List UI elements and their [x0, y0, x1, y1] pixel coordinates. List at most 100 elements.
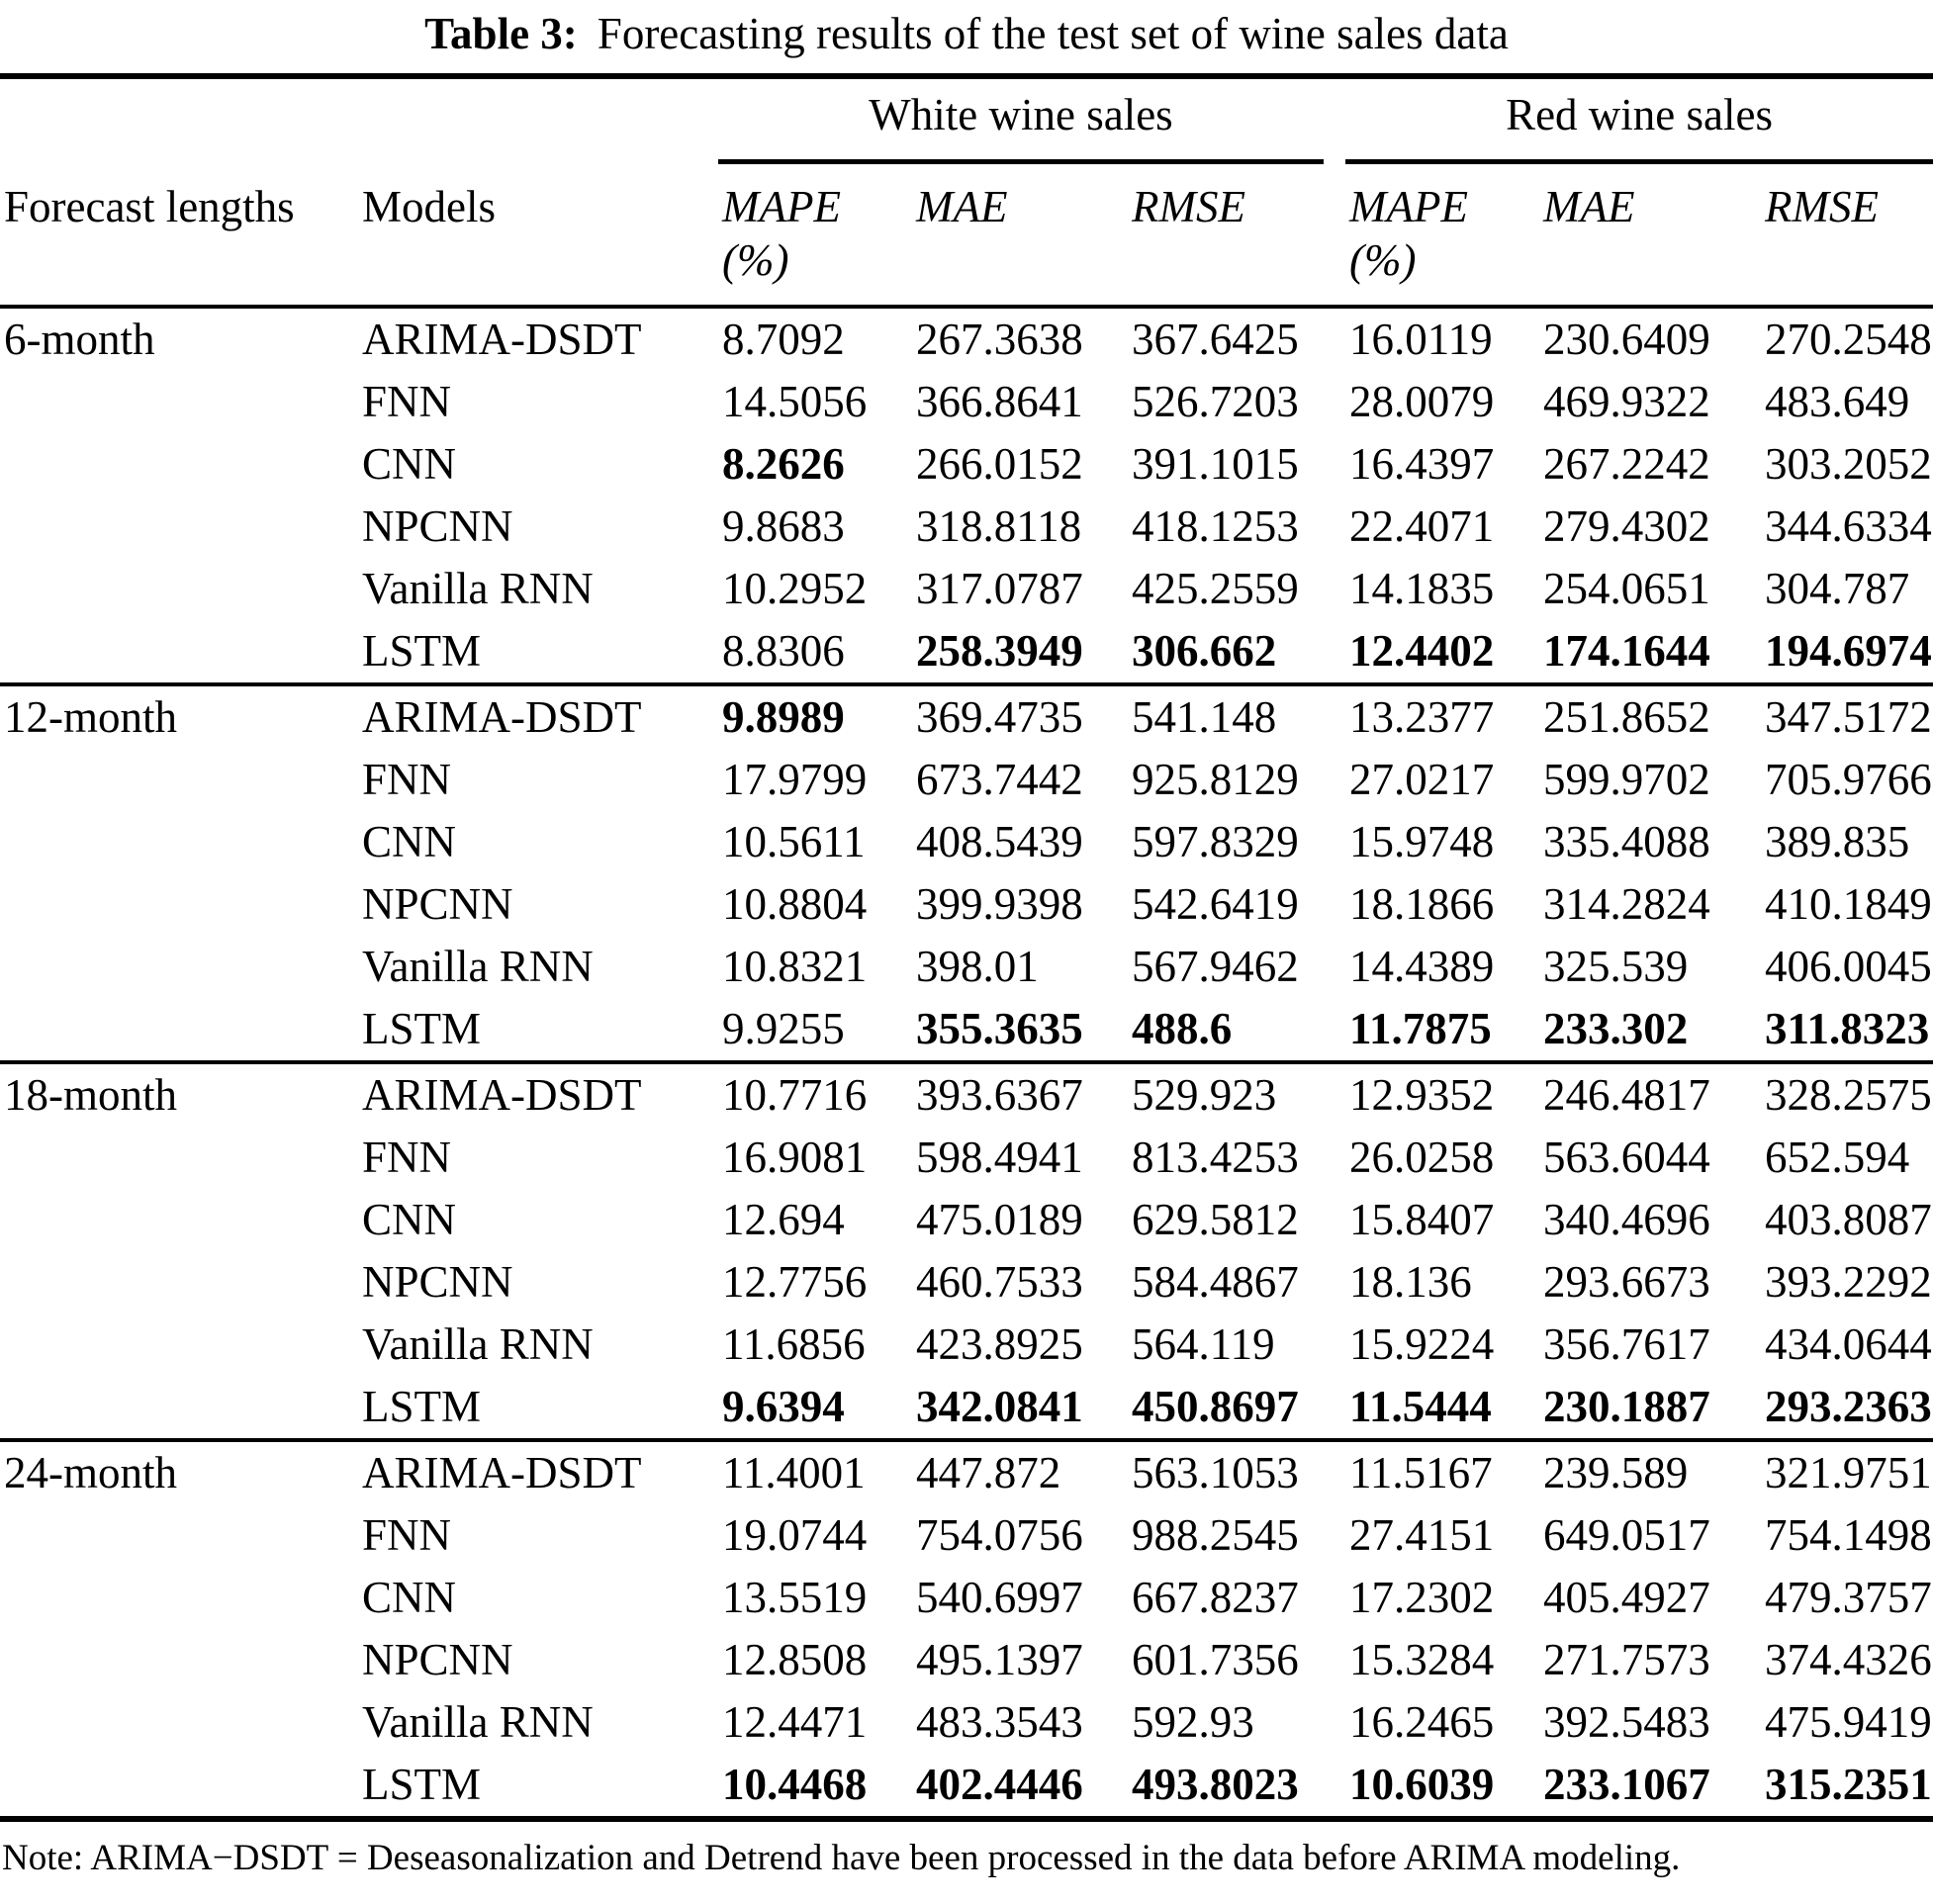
model-name-cell: CNN — [362, 1573, 457, 1622]
table-row: LSTM 9.9255 355.3635 488.6 11.7875 233.302 311… — [0, 998, 1933, 1062]
table-row: NPCNN 9.8683 318.8118 418.1253 22.4071 279.43… — [0, 496, 1933, 558]
metric-value-cell: 194.6974 — [1765, 626, 1932, 676]
metric-value-cell: 393.2292 — [1765, 1257, 1932, 1307]
forecast-lengths-header: Forecast lengths — [0, 164, 358, 309]
model-name-cell: LSTM — [362, 1382, 482, 1431]
metric-value-cell: 266.0152 — [916, 439, 1083, 489]
model-name-cell: ARIMA-DSDT — [362, 315, 642, 364]
metric-value-cell: 475.0189 — [916, 1195, 1083, 1244]
table-row: LSTM 9.6394 342.0841 450.8697 11.5444 230.188… — [0, 1376, 1933, 1440]
red-mae-header: MAE — [1539, 164, 1762, 309]
table-row: FNN 14.5056 366.8641 526.7203 28.0079 469.932… — [0, 371, 1933, 433]
model-name-cell: Vanilla RNN — [362, 1319, 594, 1369]
metric-value-cell: 483.3543 — [916, 1697, 1083, 1747]
metric-value-cell: 564.119 — [1132, 1319, 1275, 1369]
white-mae-header: MAE — [912, 164, 1128, 309]
metric-value-cell: 355.3635 — [916, 1004, 1083, 1053]
forecast-group-18-month: 18-month ARIMA-DSDT 10.7716 393.6367 529.923… — [0, 1060, 1933, 1440]
table-row: 18-month ARIMA-DSDT 10.7716 393.6367 529.923… — [0, 1060, 1933, 1127]
metric-value-cell: 475.9419 — [1765, 1697, 1932, 1747]
metric-value-cell: 15.3284 — [1349, 1635, 1495, 1684]
forecast-length-cell — [0, 1567, 358, 1629]
metric-value-cell: 10.7716 — [718, 1060, 912, 1127]
metric-value-cell: 10.6039 — [1349, 1760, 1495, 1809]
metric-value-cell: 17.9799 — [722, 755, 868, 804]
forecast-length-cell — [0, 936, 358, 998]
white-rmse-header: RMSE — [1128, 164, 1346, 309]
red-rmse-header: RMSE — [1761, 164, 1933, 309]
table-header: White wine sales Red wine sales Forecast… — [0, 76, 1933, 309]
metric-value-cell: 315.2351 — [1765, 1760, 1932, 1809]
table-row: FNN 19.0744 754.0756 988.2545 27.4151 649.051… — [0, 1504, 1933, 1567]
metric-value-cell: 22.4071 — [1349, 501, 1495, 551]
metric-value-cell: 667.8237 — [1132, 1573, 1299, 1622]
forecast-length-cell — [0, 620, 358, 684]
metric-value-cell: 230.6409 — [1543, 315, 1710, 364]
metric-value-cell: 408.5439 — [916, 817, 1083, 866]
metric-value-cell: 9.8683 — [722, 501, 845, 551]
model-name-cell: FNN — [362, 755, 452, 804]
metric-value-cell: 11.4001 — [718, 1438, 912, 1504]
metric-value-cell: 258.3949 — [916, 626, 1083, 676]
metric-value-cell: 10.4468 — [722, 1760, 868, 1809]
table-row: NPCNN 10.8804 399.9398 542.6419 18.1866 314.2… — [0, 873, 1933, 936]
metric-value-cell: 17.2302 — [1349, 1573, 1495, 1622]
metric-value-cell: 526.7203 — [1132, 377, 1299, 426]
metric-value-cell: 11.5167 — [1345, 1438, 1540, 1504]
metric-value-cell: 321.9751 — [1761, 1438, 1933, 1504]
metric-value-cell: 493.8023 — [1132, 1760, 1299, 1809]
metric-value-cell: 356.7617 — [1543, 1319, 1710, 1369]
forecast-length-cell — [0, 371, 358, 433]
metric-value-cell: 18.1866 — [1349, 879, 1495, 929]
metric-value-cell: 369.4735 — [912, 682, 1128, 749]
metric-value-cell: 563.1053 — [1128, 1438, 1346, 1504]
metric-value-cell: 342.0841 — [916, 1382, 1083, 1431]
metric-value-cell: 12.4402 — [1349, 626, 1495, 676]
metric-value-cell: 246.4817 — [1539, 1060, 1762, 1127]
forecast-length-cell — [0, 1376, 358, 1440]
forecast-length-cell — [0, 433, 358, 496]
table-row: CNN 13.5519 540.6997 667.8237 17.2302 405.492… — [0, 1567, 1933, 1629]
white-wine-group-label: White wine sales — [718, 86, 1325, 164]
metric-value-cell: 367.6425 — [1132, 315, 1299, 364]
metric-value-cell: 314.2824 — [1543, 879, 1710, 929]
metric-value-cell: 392.5483 — [1543, 1697, 1710, 1747]
forecast-length-cell: 18-month — [0, 1060, 358, 1127]
metric-value-cell: 366.8641 — [916, 377, 1083, 426]
metric-value-cell: 11.7875 — [1349, 1004, 1492, 1053]
metric-value-cell: 12.8508 — [722, 1635, 868, 1684]
metric-value-cell: 11.6856 — [722, 1319, 866, 1369]
forecast-length-cell — [0, 1314, 358, 1376]
forecast-group-12-month: 12-month ARIMA-DSDT 9.8989 369.4735 541.148 1… — [0, 682, 1933, 1062]
metric-value-cell: 318.8118 — [916, 501, 1082, 551]
metric-value-cell: 754.1498 — [1765, 1510, 1932, 1560]
table-row: NPCNN 12.7756 460.7533 584.4867 18.136 293.66… — [0, 1251, 1933, 1314]
metric-value-cell: 495.1397 — [916, 1635, 1083, 1684]
metric-value-cell: 405.4927 — [1543, 1573, 1710, 1622]
metric-value-cell: 19.0744 — [722, 1510, 868, 1560]
metric-value-cell: 629.5812 — [1132, 1195, 1299, 1244]
metric-value-cell: 233.302 — [1543, 1004, 1689, 1053]
forecast-length-cell — [0, 1504, 358, 1567]
metric-value-cell: 925.8129 — [1132, 755, 1299, 804]
metric-value-cell: 293.6673 — [1543, 1257, 1710, 1307]
model-name-cell: Vanilla RNN — [362, 1697, 594, 1747]
metric-value-cell: 267.3638 — [916, 315, 1083, 364]
table-row: LSTM 8.8306 258.3949 306.662 12.4402 174.1644… — [0, 620, 1933, 684]
metric-value-cell: 483.649 — [1765, 377, 1910, 426]
table-row: 12-month ARIMA-DSDT 9.8989 369.4735 541.148 1… — [0, 682, 1933, 749]
metric-value-cell: 10.8804 — [722, 879, 868, 929]
metric-value-cell: 267.2242 — [1543, 439, 1710, 489]
model-name-cell: LSTM — [362, 626, 482, 676]
metric-value-cell: 16.2465 — [1349, 1697, 1495, 1747]
table-footnote: Note: ARIMA−DSDT = Deseasonalization and… — [2, 1838, 1681, 1878]
metric-value-cell: 317.0787 — [916, 564, 1083, 613]
model-name-cell: LSTM — [362, 1760, 482, 1809]
metric-value-cell: 8.8306 — [722, 626, 845, 676]
metric-value-cell: 12.9352 — [1345, 1060, 1540, 1127]
metric-value-cell: 403.8087 — [1765, 1195, 1932, 1244]
table-row: Vanilla RNN 10.2952 317.0787 425.2559 14.183… — [0, 558, 1933, 620]
metric-value-cell: 9.6394 — [722, 1382, 845, 1431]
table-row: FNN 16.9081 598.4941 813.4253 26.0258 563.604… — [0, 1127, 1933, 1189]
